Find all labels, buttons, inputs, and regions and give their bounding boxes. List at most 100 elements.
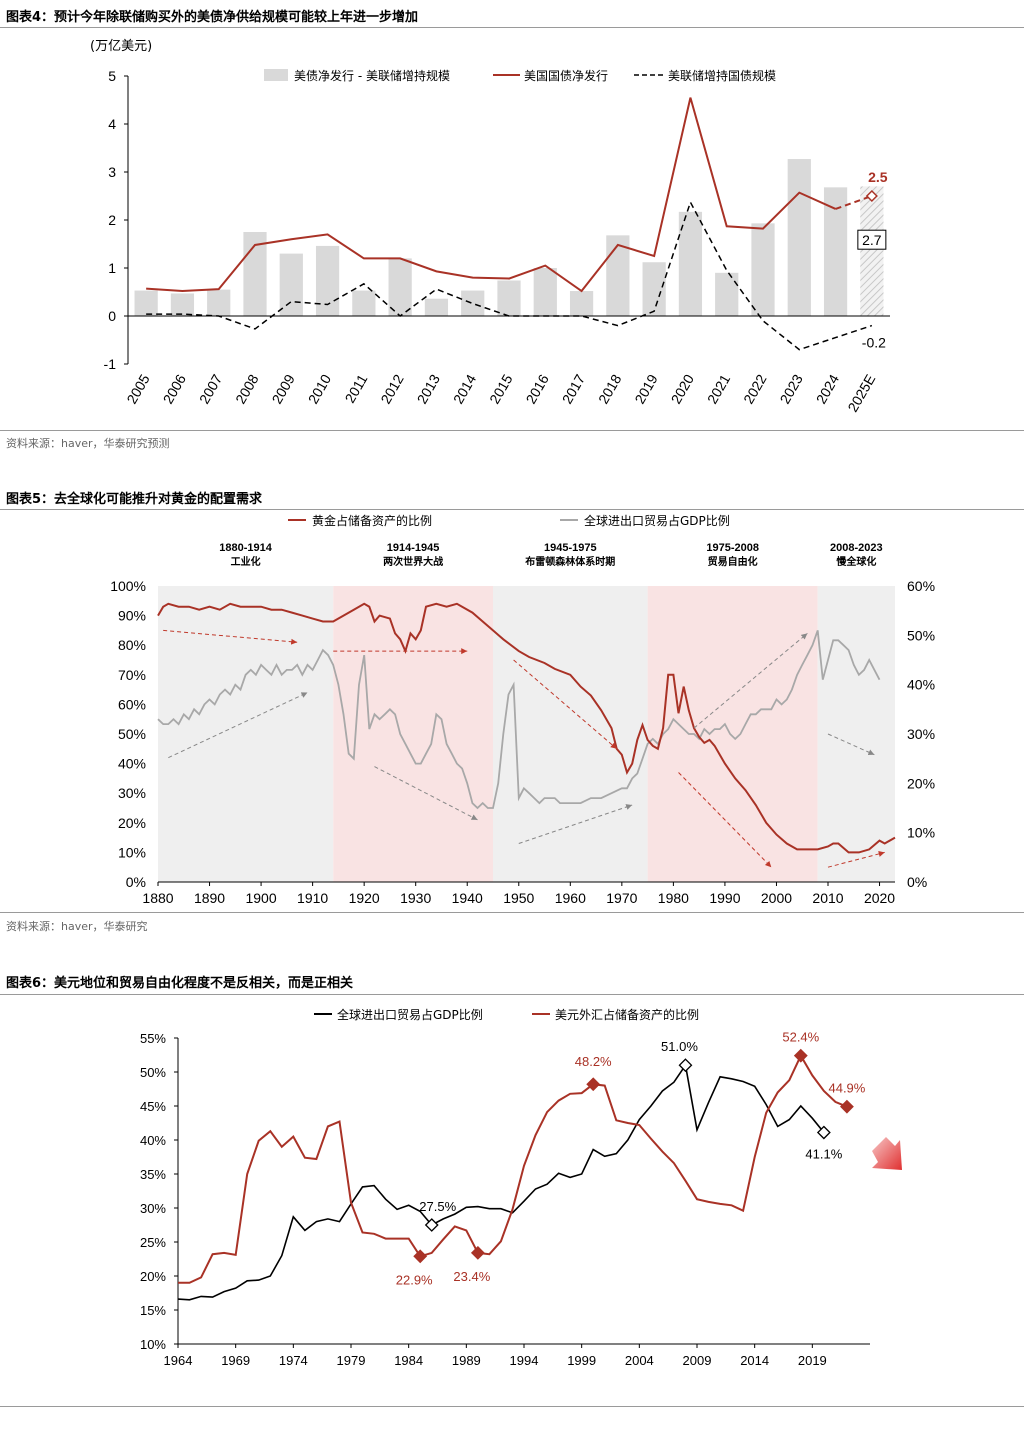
chart-1-title: 图表4：预计今年除联储购买外的美债净供给规模可能较上年进一步增加 [6,10,419,25]
chart-1-bar [461,290,485,316]
chart-2-x-tick-label: 1930 [400,890,431,906]
chart-3-x-tick-label: 2009 [683,1353,712,1368]
chart-2-period-desc: 布雷顿森林体系时期 [525,555,615,568]
chart-1-bar [715,272,739,316]
chart-1-bar [207,289,231,316]
chart-3-annotation-label: 27.5% [419,1199,456,1214]
chart-3-legend-label-trade: 全球进出口贸易占GDP比例 [337,1007,483,1022]
chart-2-period-label: 1914-1945 [387,542,440,554]
chart-1-legend-label-fed: 美联储增持国债规模 [668,68,776,83]
chart-2-x-tick-label: 1890 [194,890,225,906]
chart-1-title-rule [0,27,1024,28]
chart-1-bar [860,186,884,316]
chart-2-period-label: 1975-2008 [706,542,759,554]
chart-2-legend-label-trade: 全球进出口贸易占GDP比例 [584,513,730,528]
chart-2-period-label: 1880-1914 [219,542,272,554]
chart-1-x-tick-label: 2011 [342,371,371,405]
chart-3-annotation-label: 51.0% [661,1039,698,1054]
chart-1-bar [787,159,811,316]
chart-1-x-tick-label: 2020 [668,371,698,406]
chart-1-bar [823,187,848,316]
chart-1-line-treasury-issuance [146,97,836,293]
chart-1-bar [388,258,412,316]
chart-2-legend-label-gold: 黄金占储备资产的比例 [312,513,432,528]
chart-2-period-desc: 贸易自由化 [708,555,758,568]
chart-2-x-tick-label: 1910 [297,890,328,906]
chart-3-annotation-label: 23.4% [453,1269,490,1284]
chart-1-x-tick-label: 2022 [740,371,770,406]
chart-2-period-desc: 两次世界大战 [383,555,443,568]
chart-2-x-tick-label: 1980 [658,890,689,906]
chart-1-x-tick-label: 2013 [414,371,444,406]
chart-2-y-left-tick-label: 30% [118,785,146,801]
chart-2-trend-arrow [513,659,618,750]
chart-2-x-tick-label: 1990 [709,890,740,906]
chart-2-source: 资料来源：haver，华泰研究 [6,920,148,933]
chart-2-period-desc: 工业化 [231,555,261,568]
chart-1-x-tick-label: 2024 [813,371,843,406]
chart-2-x-tick-label: 2020 [864,890,895,906]
chart-2-period-label: 1945-1975 [544,542,597,554]
chart-1-y-tick-label: 3 [108,164,116,180]
chart-2-trend-arrow [518,804,633,844]
chart-3-y-tick-label: 55% [140,1031,166,1046]
chart-2-x-tick-label: 2010 [812,890,843,906]
chart-2-period-band [647,586,818,882]
chart-1-annotation-bar-value: 2.7 [862,232,882,248]
chart-2-trend-arrow [168,692,308,759]
chart-1-x-tick-label: 2007 [196,371,226,406]
chart-1-legend-swatch-bar [264,69,288,81]
chart-3-x-tick-label: 1989 [452,1353,481,1368]
chart-3-y-tick-label: 40% [140,1133,166,1148]
chart-1-x-tick-label: 2018 [595,371,625,406]
chart-2-y-right-tick-label: 10% [907,825,935,841]
chart-2-x-tick-label: 1960 [555,890,586,906]
chart-3-y-tick-label: 30% [140,1201,166,1216]
chart-3-line-usd-share [178,1053,848,1284]
chart-3-point-marker [793,1048,808,1063]
chart-3-x-tick-label: 2004 [625,1353,654,1368]
chart-3-point-marker [840,1099,854,1114]
chart-2-trend-arrow [693,632,808,729]
chart-2-period-desc: 慢全球化 [836,555,876,568]
chart-2-period-band [817,586,895,882]
chart-2-trend-arrow [827,733,875,756]
chart-1-bar [170,293,195,316]
chart-2-y-left-tick-label: 70% [118,667,146,683]
chart-1-x-tick-label: 2023 [776,371,806,406]
chart-2-y-left-tick-label: 60% [118,696,146,712]
chart-3-point-marker [470,1245,485,1260]
chart-1-y-tick-label: 0 [108,308,116,324]
chart-3-y-tick-label: 20% [140,1269,166,1284]
chart-2-y-right-tick-label: 20% [907,775,935,791]
chart-2-trend-arrow [374,766,478,821]
chart-2-x-tick-label: 1940 [452,890,483,906]
chart-1-bar [642,262,666,316]
chart-2-line-gold-share [157,602,896,854]
chart-3-point-marker [816,1125,831,1140]
chart-2-x-tick-label: 2000 [761,890,792,906]
chart-1-unit-label: (万亿美元) [90,39,152,54]
chart-1-bar [678,211,703,316]
chart-3-title-rule [0,994,1024,995]
chart-1-x-tick-label: 2014 [450,371,480,406]
chart-1-x-tick-label: 2016 [522,371,552,406]
chart-3-trend-arrow [872,1137,902,1170]
chart-1-line-treasury-issuance-forecast [835,195,873,210]
chart-1-bottom-rule [0,430,1024,431]
chart-3-y-tick-label: 45% [140,1099,166,1114]
chart-1-y-tick-label: 4 [108,116,116,132]
chart-2-y-left-tick-label: 90% [118,608,146,624]
chart-3-y-tick-label: 10% [140,1337,166,1352]
chart-1-bar [497,280,521,316]
chart-3-x-tick-label: 1984 [394,1353,423,1368]
chart-2-trend-arrow [163,629,298,645]
chart-3-annotation-label: 48.2% [575,1054,612,1069]
chart-3-y-tick-label: 15% [140,1303,166,1318]
chart-1-x-tick-label: 2005 [123,371,153,406]
chart-1-x-tick-label: 2012 [377,371,407,406]
chart-2-y-left-tick-label: 80% [118,637,146,653]
chart-3-x-tick-label: 1999 [567,1353,596,1368]
chart-3-point-marker [586,1077,601,1092]
